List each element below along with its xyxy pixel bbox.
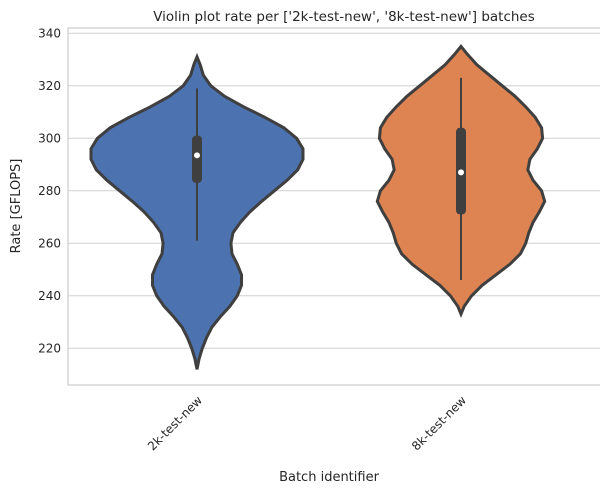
violins bbox=[89, 44, 547, 370]
y-tick-label: 320 bbox=[38, 79, 61, 93]
iqr-box-2k-test-new bbox=[192, 135, 202, 183]
plot-frame bbox=[67, 27, 600, 386]
x-axis-label: Batch identifier bbox=[279, 470, 379, 485]
x-tick-label: 2k-test-new bbox=[145, 393, 205, 453]
median-point-2k-test-new bbox=[194, 152, 200, 159]
y-tick-label: 340 bbox=[38, 26, 61, 40]
y-tick-label: 300 bbox=[38, 131, 61, 145]
chart-title: Violin plot rate per ['2k-test-new', '8k… bbox=[153, 9, 535, 25]
y-tick-label: 220 bbox=[38, 341, 61, 355]
x-tick-labels: 2k-test-new 8k-test-new bbox=[145, 393, 469, 453]
median-point-8k-test-new bbox=[458, 169, 464, 176]
y-axis-label: Rate [GFLOPS] bbox=[9, 159, 24, 254]
y-tick-labels: 220 240 260 280 300 320 340 bbox=[38, 26, 61, 355]
x-tick-label: 8k-test-new bbox=[409, 393, 469, 453]
y-tick-label: 280 bbox=[38, 184, 61, 198]
y-tick-label: 240 bbox=[38, 289, 61, 303]
y-tick-label: 260 bbox=[38, 236, 61, 250]
